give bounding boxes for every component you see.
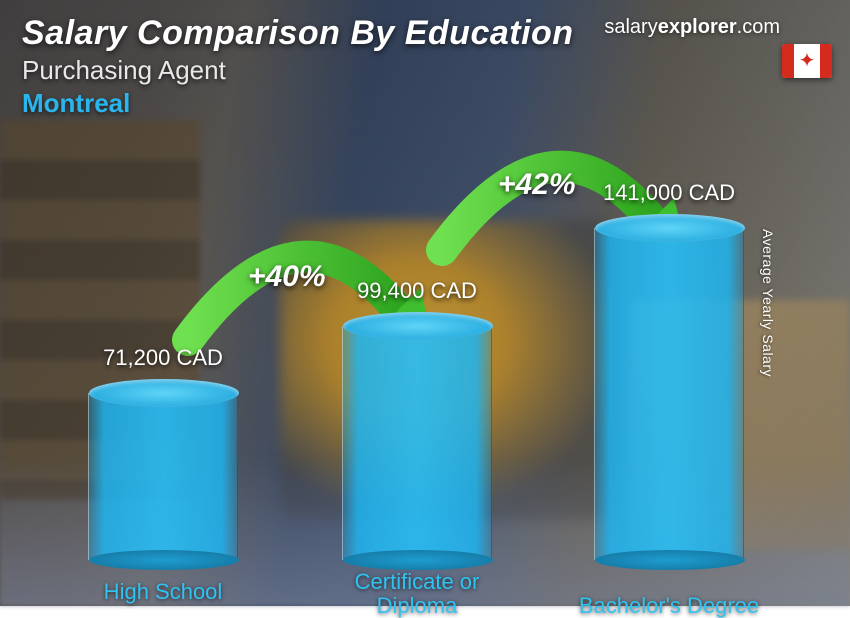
bar-chart: +40% +42% 71,200 CAD High School 99,400 …: [68, 140, 788, 560]
bar-value-2: 141,000 CAD: [574, 180, 764, 206]
pct-increase-0: +40%: [248, 260, 326, 294]
bar-group-1: 99,400 CAD Certificate or Diploma: [322, 278, 512, 560]
chart-location: Montreal: [22, 88, 574, 119]
bar-bottom-cap: [595, 550, 745, 570]
brand-label: salaryexplorer.com: [604, 16, 780, 39]
brand-suffix: .com: [737, 16, 780, 38]
bar-category-0: High School: [104, 580, 223, 604]
bar-top-cap: [89, 379, 239, 407]
bar-group-2: 141,000 CAD Bachelor's Degree: [574, 180, 764, 560]
bar-bottom-cap: [89, 550, 239, 570]
pct-increase-1: +42%: [498, 168, 576, 202]
bar-group-0: 71,200 CAD High School: [68, 345, 258, 560]
bar-1: [342, 326, 492, 560]
bar-bottom-cap: [343, 550, 493, 570]
bar-top-cap: [595, 214, 745, 242]
brand-prefix: salary: [604, 16, 657, 38]
canada-flag-icon: ✦: [782, 44, 832, 78]
brand-bold: explorer: [658, 16, 737, 38]
chart-title: Salary Comparison By Education: [22, 14, 574, 53]
bar-value-1: 99,400 CAD: [322, 278, 512, 304]
header: Salary Comparison By Education Purchasin…: [22, 14, 574, 119]
bar-0: [88, 393, 238, 560]
maple-leaf-icon: ✦: [799, 51, 816, 71]
bar-value-0: 71,200 CAD: [68, 345, 258, 371]
bar-top-cap: [343, 312, 493, 340]
bar-2: [594, 228, 744, 560]
infographic-canvas: Salary Comparison By Education Purchasin…: [0, 0, 850, 606]
chart-subtitle: Purchasing Agent: [22, 55, 574, 86]
bar-category-1: Certificate or Diploma: [317, 570, 517, 618]
